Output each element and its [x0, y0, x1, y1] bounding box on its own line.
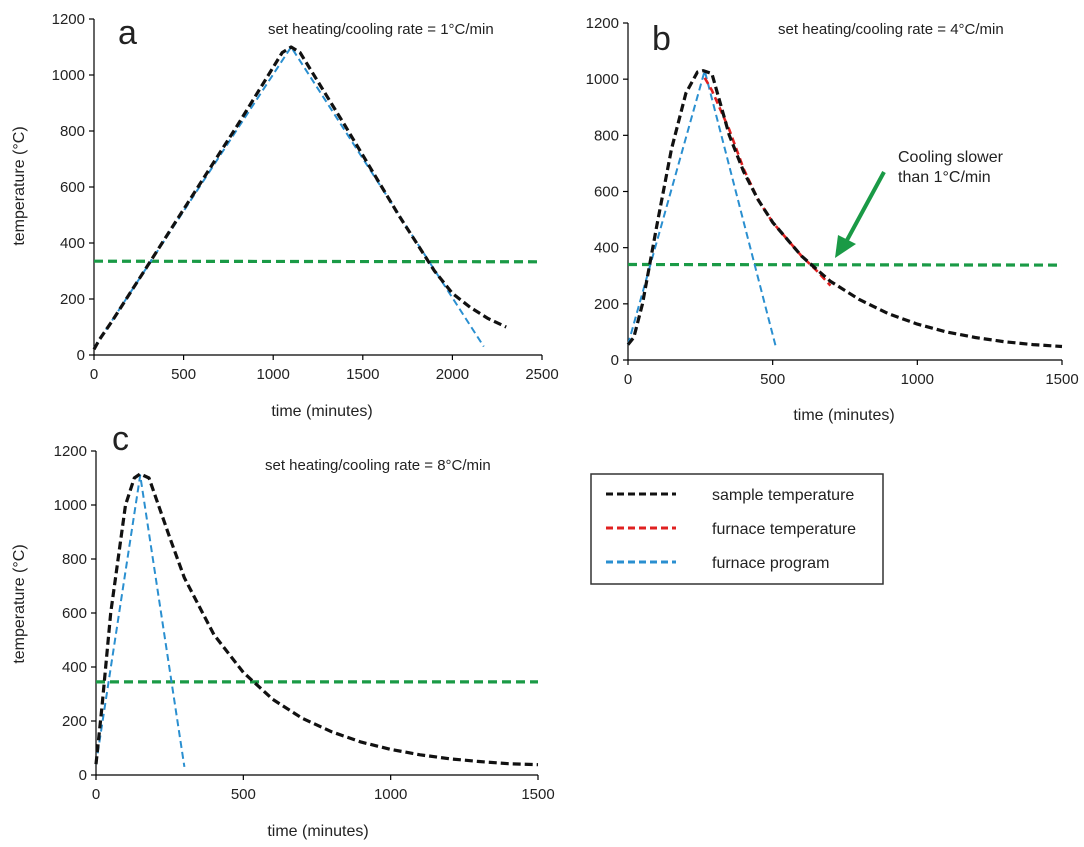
- panel-c-ytick-label: 0: [79, 767, 87, 784]
- panel-c-ytick-label: 1000: [54, 497, 87, 514]
- panel-b-annotation-line2: than 1°C/min: [898, 169, 991, 186]
- legend-item-furnace-program: furnace program: [606, 555, 829, 572]
- panel-a-ytick-label: 600: [60, 179, 85, 196]
- panel-a-xlabel: time (minutes): [271, 403, 372, 420]
- panel-a-series-reference-line: [93, 259, 543, 264]
- panel-c-xtick-label: 0: [92, 786, 100, 803]
- panel-b-series-furnace-program: [627, 69, 777, 347]
- legend-item-sample: sample temperature: [606, 487, 854, 504]
- panel-b-ytick-label: 1000: [586, 71, 619, 88]
- legend-label-furnace-temperature: furnace temperature: [712, 521, 856, 538]
- panel-b-xtick-label: 500: [760, 371, 785, 388]
- panel-b-ytick-label: 400: [594, 240, 619, 257]
- panel-a-xtick-label: 1500: [346, 366, 379, 383]
- panel-b-series-reference-line: [627, 262, 1063, 267]
- panel-b-xlabel: time (minutes): [793, 407, 894, 424]
- panel-a-ylabel: temperature (°C): [11, 126, 28, 245]
- panel-c-letter: c: [112, 420, 129, 458]
- panel-c-xtick-label: 1500: [521, 786, 554, 803]
- panel-c-xtick-label: 500: [231, 786, 256, 803]
- panel-c-title: set heating/cooling rate = 8°C/min: [265, 457, 491, 474]
- panel-a-ytick-label: 400: [60, 235, 85, 252]
- panel-a-series-sample: [92, 45, 507, 351]
- panel-c-ytick-label: 800: [62, 551, 87, 568]
- panel-a-xtick-label: 2000: [436, 366, 469, 383]
- panel-a-ytick-label: 800: [60, 123, 85, 140]
- panel-a-xtick-label: 2500: [525, 366, 558, 383]
- legend-label-sample: sample temperature: [712, 487, 854, 504]
- panel-b-xtick-label: 1000: [901, 371, 934, 388]
- panel-c-ytick-label: 1200: [54, 443, 87, 460]
- panel-b-xtick-label: 1500: [1045, 371, 1078, 388]
- panel-b-ytick-label: 0: [611, 352, 619, 369]
- legend: sample temperature furnace temperature f…: [590, 473, 884, 585]
- panel-c-series-sample: [94, 472, 539, 767]
- panel-b-ytick-label: 1200: [586, 15, 619, 32]
- panel-b-ytick-label: 800: [594, 127, 619, 144]
- panel-c-ytick-label: 400: [62, 659, 87, 676]
- panel-a-ytick-label: 200: [60, 291, 85, 308]
- panel-c-xlabel: time (minutes): [267, 823, 368, 840]
- panel-b-series-sample: [626, 69, 1063, 349]
- panel-c-xtick-label: 1000: [374, 786, 407, 803]
- panel-a-xtick-label: 500: [171, 366, 196, 383]
- panel-b-ytick-label: 600: [594, 184, 619, 201]
- panel-b-ytick-label: 200: [594, 296, 619, 313]
- panel-b-annotation-line1: Cooling slower: [898, 149, 1004, 166]
- panel-b-series-furnace-temperature: [703, 77, 832, 287]
- panel-b-letter: b: [652, 20, 671, 58]
- annotation-arrow: [835, 171, 886, 258]
- panel-c-ylabel: temperature (°C): [11, 544, 28, 663]
- panel-a-xtick-label: 1000: [257, 366, 290, 383]
- panel-a-ytick-label: 1000: [52, 67, 85, 84]
- panel-a-title: set heating/cooling rate = 1°C/min: [268, 21, 494, 38]
- panel-a-letter: a: [118, 14, 137, 52]
- panel-c-series-furnace-program: [95, 474, 186, 768]
- panel-a-ytick-label: 1200: [52, 11, 85, 28]
- legend-item-furnace-temperature: furnace temperature: [606, 521, 856, 538]
- panel-b-title: set heating/cooling rate = 4°C/min: [778, 21, 1004, 38]
- panel-a-xtick-label: 0: [90, 366, 98, 383]
- panel-c-ytick-label: 200: [62, 713, 87, 730]
- legend-label-furnace-program: furnace program: [712, 555, 829, 572]
- panel-b-xtick-label: 0: [624, 371, 632, 388]
- panel-a-series-furnace-program: [93, 46, 485, 349]
- panel-a-ytick-label: 0: [77, 347, 85, 364]
- panel-c-ytick-label: 600: [62, 605, 87, 622]
